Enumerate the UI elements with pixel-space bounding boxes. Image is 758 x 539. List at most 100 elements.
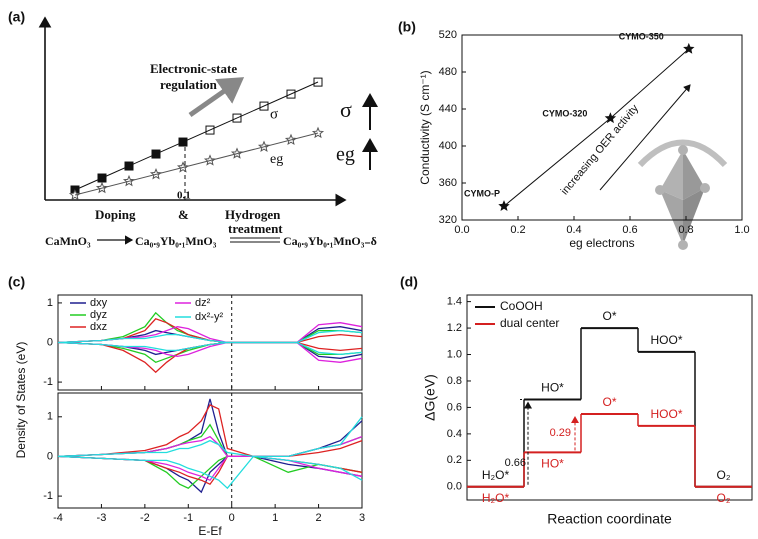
dos-curve	[57, 455, 363, 494]
y-tick-label: 0.8	[447, 375, 462, 387]
state-label: O₂	[717, 468, 731, 482]
inset-structure	[637, 139, 728, 250]
dos-curve	[57, 318, 363, 344]
x-axis-label: eg electrons	[569, 236, 634, 250]
step-label: Doping	[95, 207, 136, 222]
formula: Ca₀.₉Yb₀.₁MnO₃	[135, 234, 217, 248]
y-tick-label: 0.0	[447, 481, 462, 493]
y-tick-label: 1.2	[447, 322, 462, 334]
annotation: 0.66	[505, 457, 526, 469]
state-label: H₂O*	[482, 468, 510, 482]
point-label: CYMO-320	[542, 109, 587, 119]
y-tick-label: -1	[43, 490, 53, 502]
x-tick-label: 3	[359, 512, 365, 524]
y-axis-label: ΔG(eV)	[422, 374, 438, 421]
legend-label: dyz	[90, 309, 107, 321]
x-tick-label: 0.2	[510, 224, 525, 236]
state-label: O*	[602, 309, 616, 323]
dos-curve	[57, 455, 363, 482]
dos-curve	[57, 341, 363, 364]
data-point	[604, 112, 617, 124]
state-label: H₂O*	[482, 491, 510, 505]
symbol: σ	[340, 97, 352, 122]
plot-frame	[466, 294, 753, 501]
y-tick-label: 360	[439, 177, 457, 189]
step-label: &	[178, 207, 189, 222]
x-tick-label: 1.0	[734, 224, 749, 236]
legend-label: dx²-y²	[195, 311, 223, 323]
x-tick-label: 1	[272, 512, 278, 524]
x-axis-label: E-Ef	[198, 524, 222, 538]
legend-label: dxy	[90, 297, 108, 309]
dos-curve	[57, 455, 363, 489]
step-label: Hydrogen	[225, 207, 281, 222]
x-tick-label: 0	[229, 512, 235, 524]
state-label: HO*	[541, 457, 564, 471]
panel-label: (c)	[8, 274, 25, 290]
dos-curve	[57, 455, 363, 490]
legend-label: CoOOH	[500, 299, 543, 313]
y-tick-label: -1	[43, 376, 53, 388]
dos-curve	[57, 341, 363, 356]
plot-frame	[461, 34, 743, 221]
x-tick-label: -2	[140, 512, 150, 524]
step-label: treatment	[228, 221, 283, 236]
y-tick-label: 0	[47, 336, 53, 348]
point-label: CYMO-P	[464, 189, 500, 199]
dos-curve	[57, 398, 363, 458]
tick-label: 0.1	[177, 190, 191, 202]
panel-label: (b)	[398, 19, 416, 35]
x-tick-label: 0.8	[678, 224, 693, 236]
y-tick-label: 1.4	[447, 296, 462, 308]
formula: Ca₀.₉Yb₀.₁MnO₃₋δ	[283, 234, 377, 248]
symbol: eg	[336, 144, 355, 166]
curve	[74, 81, 319, 191]
state-label: HOO*	[650, 407, 682, 421]
data-point	[498, 200, 510, 211]
y-axis-label: Conductivity (S cm⁻¹)	[418, 70, 432, 184]
schematic-curves	[68, 77, 325, 201]
y-tick-label: 1	[47, 297, 53, 309]
star-marker	[311, 126, 325, 139]
x-tick-label: 0.6	[622, 224, 637, 236]
dos-curve	[57, 416, 363, 458]
y-tick-label: 0.4	[447, 428, 462, 440]
x-tick-label: -3	[97, 512, 107, 524]
state-label: HO*	[541, 381, 564, 395]
legend-label: dz²	[195, 297, 211, 309]
panel-label: (a)	[8, 9, 25, 25]
annotation: regulation	[160, 77, 218, 92]
dos-curve	[57, 329, 363, 344]
y-tick-label: 0.2	[447, 454, 462, 466]
y-tick-label: 1.0	[447, 348, 462, 360]
dos-curve	[57, 404, 363, 458]
y-tick-label: 1	[47, 411, 53, 423]
legend-label: dxz	[90, 321, 107, 333]
x-axis-label: Reaction coordinate	[547, 511, 672, 527]
y-tick-label: 440	[439, 103, 457, 115]
trend-line	[503, 48, 690, 207]
legend-label: dual center	[500, 316, 559, 330]
y-tick-label: 520	[439, 29, 457, 41]
x-tick-label: 2	[316, 512, 322, 524]
point-label: CYMO-350	[619, 31, 664, 41]
diagram-a	[38, 16, 378, 245]
plot-frame	[57, 392, 363, 509]
x-tick-label: 0.4	[566, 224, 581, 236]
panel-label: (d)	[400, 274, 418, 290]
x-tick-label: -4	[53, 512, 63, 524]
curve-label: σ	[270, 106, 278, 122]
state-label: HOO*	[650, 333, 682, 347]
annotation: 0.29	[550, 427, 571, 439]
y-tick-label: 400	[439, 140, 457, 152]
y-tick-label: 480	[439, 66, 457, 78]
x-tick-label: -1	[183, 512, 193, 524]
data-point	[683, 42, 695, 54]
state-label: O₂	[717, 491, 731, 505]
curve	[74, 132, 319, 196]
formula: CaMnO₃	[45, 234, 91, 248]
annotation-arrow	[599, 84, 691, 191]
y-axis-label: Density of States (eV)	[14, 342, 28, 459]
y-tick-label: 320	[439, 214, 457, 226]
x-tick-label: 0.0	[454, 224, 469, 236]
